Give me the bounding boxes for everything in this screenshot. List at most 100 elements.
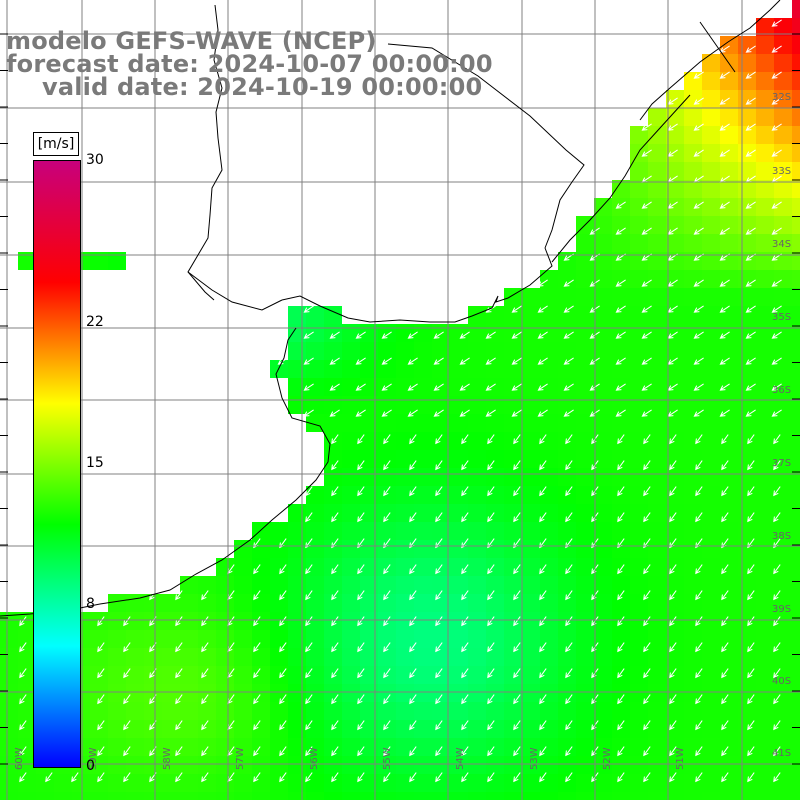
wind-speed-cell	[504, 522, 522, 540]
wind-arrow	[409, 512, 417, 523]
wind-speed-cell	[504, 774, 522, 792]
wind-speed-cell	[684, 162, 702, 180]
wind-speed-cell	[756, 504, 774, 522]
wind-speed-cell	[270, 648, 288, 666]
wind-speed-cell	[234, 630, 252, 648]
wind-speed-cell	[468, 666, 486, 684]
wind-speed-cell	[720, 234, 738, 252]
wind-speed-cell	[738, 306, 756, 324]
wind-speed-cell	[720, 684, 738, 702]
wind-arrow	[721, 564, 729, 575]
wind-speed-cell	[342, 468, 360, 486]
wind-arrow	[745, 201, 756, 209]
wind-speed-cell	[270, 540, 288, 558]
wind-speed-cell	[666, 360, 684, 378]
wind-arrow	[513, 590, 521, 601]
wind-arrow	[513, 434, 521, 445]
wind-speed-cell	[468, 594, 486, 612]
wind-speed-cell	[360, 540, 378, 558]
model-title: modelo GEFS-WAVE (NCEP)	[6, 27, 377, 55]
wind-arrow	[409, 772, 417, 783]
wind-speed-cell	[504, 792, 522, 804]
wind-arrow	[641, 331, 652, 339]
wind-speed-cell	[270, 720, 288, 738]
wind-arrow	[617, 434, 625, 445]
wind-speed-cell	[702, 306, 720, 324]
wind-speed-cell	[432, 324, 450, 342]
wind-arrow	[253, 720, 261, 731]
wind-speed-cell	[792, 306, 800, 324]
wind-arrow	[643, 460, 651, 471]
wind-arrow	[747, 616, 755, 627]
wind-speed-cell	[612, 666, 630, 684]
wind-arrow	[355, 357, 366, 365]
wind-arrow	[537, 279, 548, 287]
wind-speed-cell	[234, 774, 252, 792]
wind-speed-cell	[522, 396, 540, 414]
wind-speed-cell	[684, 468, 702, 486]
wind-speed-cell	[648, 306, 666, 324]
wind-arrow	[695, 720, 703, 731]
wind-speed-cell	[630, 432, 648, 450]
wind-speed-cell	[288, 594, 306, 612]
wind-speed-cell	[18, 792, 36, 804]
wind-speed-cell	[522, 756, 540, 774]
wind-speed-cell	[306, 522, 324, 540]
wind-speed-cell	[756, 468, 774, 486]
brazil-uruguay-border	[387, 43, 585, 249]
wind-speed-cell	[288, 378, 306, 396]
wind-arrow	[383, 564, 391, 575]
wind-speed-cell	[126, 630, 144, 648]
wind-speed-cell	[648, 522, 666, 540]
wind-arrow	[201, 694, 209, 705]
wind-speed-cell	[774, 72, 792, 90]
wind-arrow	[201, 590, 209, 601]
latitude-label: 41S	[772, 748, 791, 759]
wind-speed-cell	[540, 414, 558, 432]
wind-speed-cell	[738, 180, 756, 198]
wind-arrow	[719, 357, 730, 365]
wind-speed-cell	[684, 108, 702, 126]
wind-speed-cell	[738, 288, 756, 306]
wind-speed-cell	[342, 432, 360, 450]
wind-arrow	[435, 642, 443, 653]
wind-arrow	[409, 590, 417, 601]
wind-speed-cell	[756, 594, 774, 612]
wind-speed-cell	[702, 666, 720, 684]
wind-speed-cell	[576, 666, 594, 684]
wind-speed-cell	[774, 576, 792, 594]
wind-speed-cell	[558, 450, 576, 468]
wind-arrow	[513, 746, 521, 757]
wind-speed-cell	[756, 738, 774, 756]
wind-arrow	[565, 434, 573, 445]
wind-speed-cell	[648, 774, 666, 792]
wind-speed-cell	[486, 612, 504, 630]
wind-speed-cell	[630, 612, 648, 630]
wind-speed-cell	[540, 702, 558, 720]
wind-speed-cell	[432, 648, 450, 666]
wind-speed-cell	[54, 774, 72, 792]
wind-arrow	[539, 590, 547, 601]
wind-speed-cell	[144, 684, 162, 702]
wind-speed-cell	[558, 414, 576, 432]
wind-arrow	[175, 616, 183, 627]
wind-speed-cell	[522, 288, 540, 306]
wind-speed-cell	[522, 630, 540, 648]
wind-arrow	[721, 694, 729, 705]
wind-speed-cell	[774, 342, 792, 360]
wind-speed-cell	[450, 666, 468, 684]
wind-speed-cell	[666, 792, 684, 804]
wind-speed-cell	[396, 630, 414, 648]
wind-arrow	[615, 305, 626, 313]
wind-speed-cell	[576, 324, 594, 342]
wind-speed-cell	[594, 306, 612, 324]
wind-speed-cell	[792, 558, 800, 576]
wind-arrow	[513, 694, 521, 705]
wind-arrow	[565, 590, 573, 601]
wind-arrow	[201, 772, 209, 783]
wind-speed-cell	[648, 180, 666, 198]
latitude-label: 40S	[772, 676, 791, 687]
wind-arrow	[617, 512, 625, 523]
wind-speed-cell	[90, 630, 108, 648]
wind-speed-cell	[252, 792, 270, 804]
